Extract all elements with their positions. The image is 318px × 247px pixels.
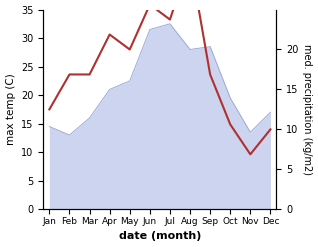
Y-axis label: med. precipitation (kg/m2): med. precipitation (kg/m2): [302, 44, 313, 175]
X-axis label: date (month): date (month): [119, 231, 201, 242]
Y-axis label: max temp (C): max temp (C): [5, 74, 16, 145]
